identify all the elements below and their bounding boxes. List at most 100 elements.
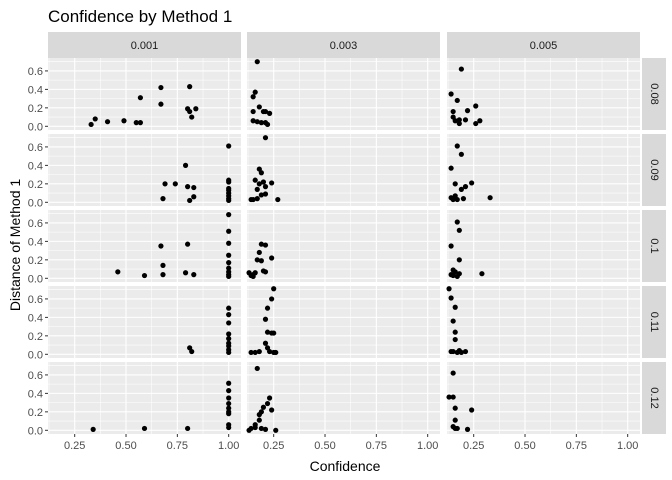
column-strip-0.001 xyxy=(48,32,241,58)
panel-background xyxy=(48,210,241,282)
data-point xyxy=(450,348,456,355)
data-point xyxy=(262,135,269,141)
chart-title: Confidence by Method 1 xyxy=(48,7,232,26)
data-point xyxy=(254,257,260,263)
data-point xyxy=(226,395,232,401)
data-point xyxy=(258,192,264,198)
data-point xyxy=(226,212,232,218)
data-point xyxy=(162,181,168,187)
data-point xyxy=(458,151,464,157)
data-point xyxy=(456,117,462,123)
data-point xyxy=(226,312,232,318)
data-point xyxy=(254,196,260,202)
data-point xyxy=(160,272,166,278)
data-point xyxy=(226,197,232,204)
data-point xyxy=(450,370,456,376)
x-tick-label: 0.25 xyxy=(263,440,284,452)
data-point xyxy=(158,84,164,91)
data-point xyxy=(121,118,127,124)
x-tick-label: 0.50 xyxy=(314,440,335,452)
data-point xyxy=(254,186,260,192)
data-point xyxy=(226,400,232,407)
data-point xyxy=(462,348,469,355)
data-point xyxy=(262,340,269,346)
data-point xyxy=(269,180,275,186)
data-point xyxy=(137,95,143,101)
column-strip-0.003 xyxy=(247,32,440,58)
data-point xyxy=(160,262,166,268)
data-point xyxy=(250,118,256,124)
y-tick-label: 0.0 xyxy=(28,197,43,209)
x-tick-label: 1.00 xyxy=(218,440,239,452)
data-point xyxy=(454,425,460,432)
data-point xyxy=(262,269,269,275)
panel-background xyxy=(447,362,640,434)
panel-background xyxy=(447,58,640,130)
data-point xyxy=(452,336,458,343)
data-point xyxy=(262,108,269,115)
data-point xyxy=(160,196,166,202)
data-point xyxy=(452,181,458,187)
panel-background xyxy=(447,286,640,358)
data-point xyxy=(252,89,258,95)
data-point xyxy=(477,118,483,124)
x-tick-label: 0.75 xyxy=(366,440,387,452)
data-point xyxy=(256,249,262,256)
data-point xyxy=(256,181,262,187)
x-tick-label: 1.00 xyxy=(417,440,438,452)
data-point xyxy=(226,320,232,326)
data-point xyxy=(446,394,452,400)
y-axis-title: Distance of Method 1 xyxy=(7,179,23,312)
y-tick-label: 0.4 xyxy=(28,160,43,172)
data-point xyxy=(266,348,273,355)
panel-background xyxy=(447,210,640,282)
data-point xyxy=(137,120,143,126)
data-point xyxy=(226,260,232,266)
data-point xyxy=(469,180,475,186)
panel-background xyxy=(48,362,241,434)
data-point xyxy=(469,407,475,413)
data-point xyxy=(462,117,469,123)
data-point xyxy=(141,425,148,432)
data-point xyxy=(92,116,98,122)
data-point xyxy=(254,59,260,65)
data-point xyxy=(264,400,271,407)
panel-background xyxy=(48,286,241,358)
panel-background xyxy=(48,58,241,130)
y-tick-label: 0.6 xyxy=(28,370,43,382)
data-point xyxy=(256,104,262,110)
data-point xyxy=(258,241,264,247)
x-tick-label: 0.25 xyxy=(64,440,85,452)
panel-background xyxy=(247,134,440,206)
data-point xyxy=(487,195,493,201)
data-point xyxy=(193,106,199,112)
data-point xyxy=(226,336,232,342)
data-point xyxy=(452,417,458,423)
y-tick-label: 0.0 xyxy=(28,121,43,133)
y-tick-label: 0.4 xyxy=(28,388,43,400)
data-point xyxy=(104,119,111,125)
data-point xyxy=(185,425,191,432)
data-point xyxy=(226,405,232,411)
data-point xyxy=(269,407,275,413)
y-tick-label: 0.4 xyxy=(28,84,43,96)
column-strip-label: 0.003 xyxy=(330,40,358,52)
row-strip-0.1 xyxy=(642,210,666,282)
data-point xyxy=(258,120,264,126)
data-point xyxy=(260,404,267,410)
row-strip-0.08 xyxy=(642,58,666,130)
data-point xyxy=(250,196,256,203)
y-tick-label: 0.2 xyxy=(28,179,43,191)
row-strip-label: 0.08 xyxy=(648,83,660,104)
column-strip-0.005 xyxy=(447,32,640,58)
data-point xyxy=(226,349,232,356)
panel-background xyxy=(447,134,640,206)
y-tick-label: 0.6 xyxy=(28,218,43,230)
data-point xyxy=(248,349,254,356)
data-point xyxy=(264,305,271,311)
column-strip-label: 0.005 xyxy=(530,40,558,52)
data-point xyxy=(226,331,232,337)
data-point xyxy=(262,191,269,197)
row-strip-0.09 xyxy=(642,134,666,206)
